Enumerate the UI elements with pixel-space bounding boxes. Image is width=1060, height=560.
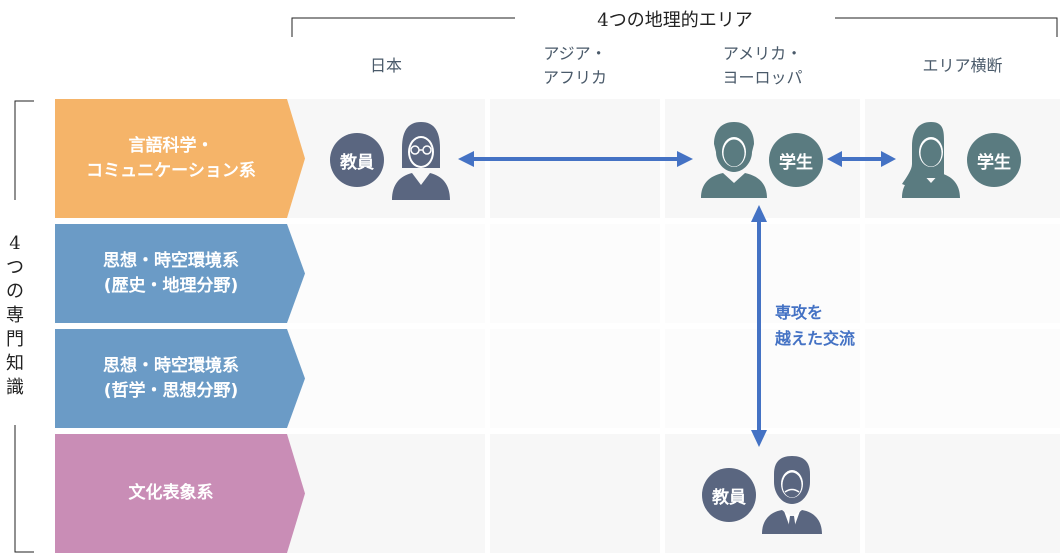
fields-title: 4つの専門知識 [6, 233, 24, 398]
student-badge-cross: 学生 [967, 133, 1021, 187]
grid-cell-r2-c3 [665, 224, 860, 323]
arrow-students [827, 151, 896, 167]
grid-cell-r3-c4 [865, 329, 1060, 428]
row-history-geography: 思想・時空環境系 (歴史・地理分野) [55, 224, 305, 323]
grid-cell-r1-c3 [665, 99, 860, 218]
exchange-label: 専攻を 越えた交流 [775, 303, 856, 348]
grid-cell-r2-c4 [865, 224, 1060, 323]
grid-cell-r3-c2 [490, 329, 660, 428]
student-icon [701, 122, 767, 198]
grid-cell-r1-c4 [865, 99, 1060, 218]
column-header-japan: 日本 [369, 56, 402, 75]
arrow-japan-americas [458, 151, 693, 167]
teacher-badge: 教員 [330, 133, 384, 187]
grid-cell-r1-c1 [287, 99, 485, 218]
row-language-communication: 言語科学・ コミュニケーション系 [55, 99, 305, 218]
male-teacher-icon [762, 456, 822, 534]
female-student-icon [902, 122, 960, 198]
column-header-americas-europe: アメリカ・ ヨーロッパ [722, 44, 803, 87]
female-teacher-icon [392, 122, 450, 200]
areas-title: 4つの地理的エリア [597, 10, 753, 31]
grid-cell-r2-c1 [287, 224, 485, 323]
row-culture-representation: 文化表象系 [55, 434, 305, 553]
arrow-cross-major [751, 205, 767, 447]
column-header-asia-africa: アジア・ アフリカ [542, 44, 607, 87]
student-badge-americas: 学生 [769, 133, 823, 187]
grid-cell-r3-c3 [665, 329, 860, 428]
column-header-cross-area: エリア横断 [922, 56, 1003, 75]
grid-cell-r2-c2 [490, 224, 660, 323]
grid-cell-r4-c1 [287, 434, 485, 553]
grid-cell-r4-c4 [865, 434, 1060, 553]
grid-cell-r4-c2 [490, 434, 660, 553]
grid-cell-r3-c1 [287, 329, 485, 428]
row-philosophy: 思想・時空環境系 (哲学・思想分野) [55, 329, 305, 428]
teacher-badge-culture: 教員 [702, 468, 756, 522]
